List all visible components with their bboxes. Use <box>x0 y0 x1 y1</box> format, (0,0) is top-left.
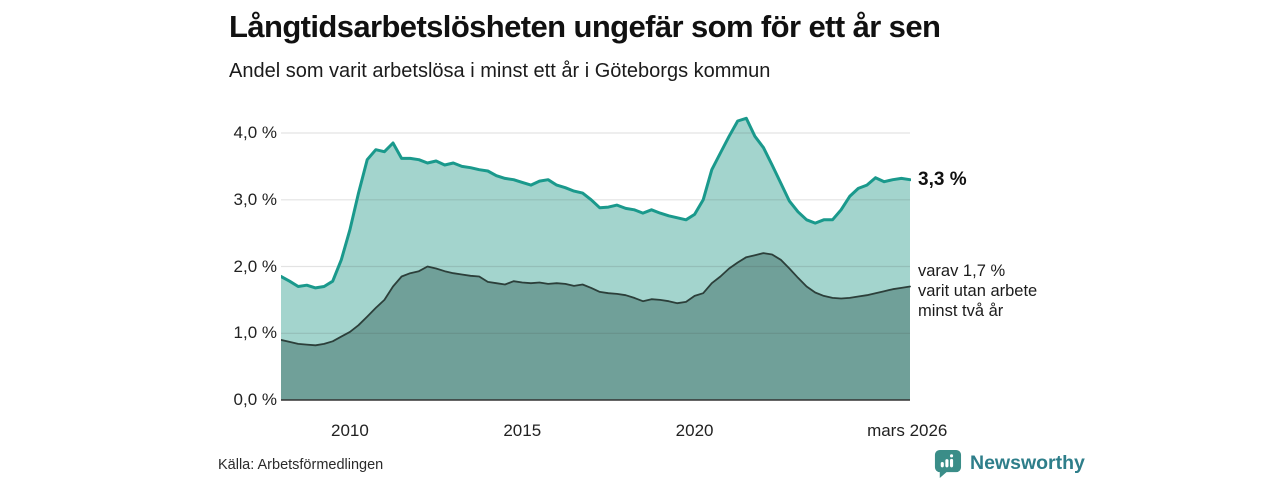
y-tick-label: 2,0 % <box>233 256 277 276</box>
chart-subtitle: Andel som varit arbetslösa i minst ett å… <box>229 60 771 82</box>
page-title: Långtidsarbetslösheten ungefär som för e… <box>229 9 941 44</box>
subset-annotation: varav 1,7 % varit utan arbete minst två … <box>918 261 1037 321</box>
x-tick-label: 2020 <box>675 421 714 440</box>
subset-annotation-line: minst två år <box>918 302 1004 320</box>
y-tick-label: 0,0 % <box>233 390 277 409</box>
brand-lockup: Newsworthy <box>933 448 1085 478</box>
y-tick-label: 3,0 % <box>233 189 277 209</box>
area-chart <box>281 116 911 401</box>
newsworthy-logo-icon <box>934 449 962 478</box>
y-tick-label: 4,0 % <box>233 123 277 142</box>
y-tick-label: 1,0 % <box>233 323 277 343</box>
x-tick-label: mars 2026 <box>867 421 948 440</box>
subset-annotation-line: varav 1,7 % <box>918 262 1006 280</box>
x-tick-label: 2010 <box>331 421 369 440</box>
latest-total-value-label: 3,3 % <box>918 169 967 190</box>
x-tick-label: 2015 <box>503 421 542 440</box>
subset-annotation-line: varit utan arbete <box>918 282 1038 300</box>
line-series-1 <box>281 116 911 290</box>
line-series-2 <box>281 252 911 347</box>
area-fill-series-2 <box>281 253 910 400</box>
source-attribution: Källa: Arbetsförmedlingen <box>218 457 384 473</box>
brand-name: Newsworthy <box>970 451 1085 474</box>
